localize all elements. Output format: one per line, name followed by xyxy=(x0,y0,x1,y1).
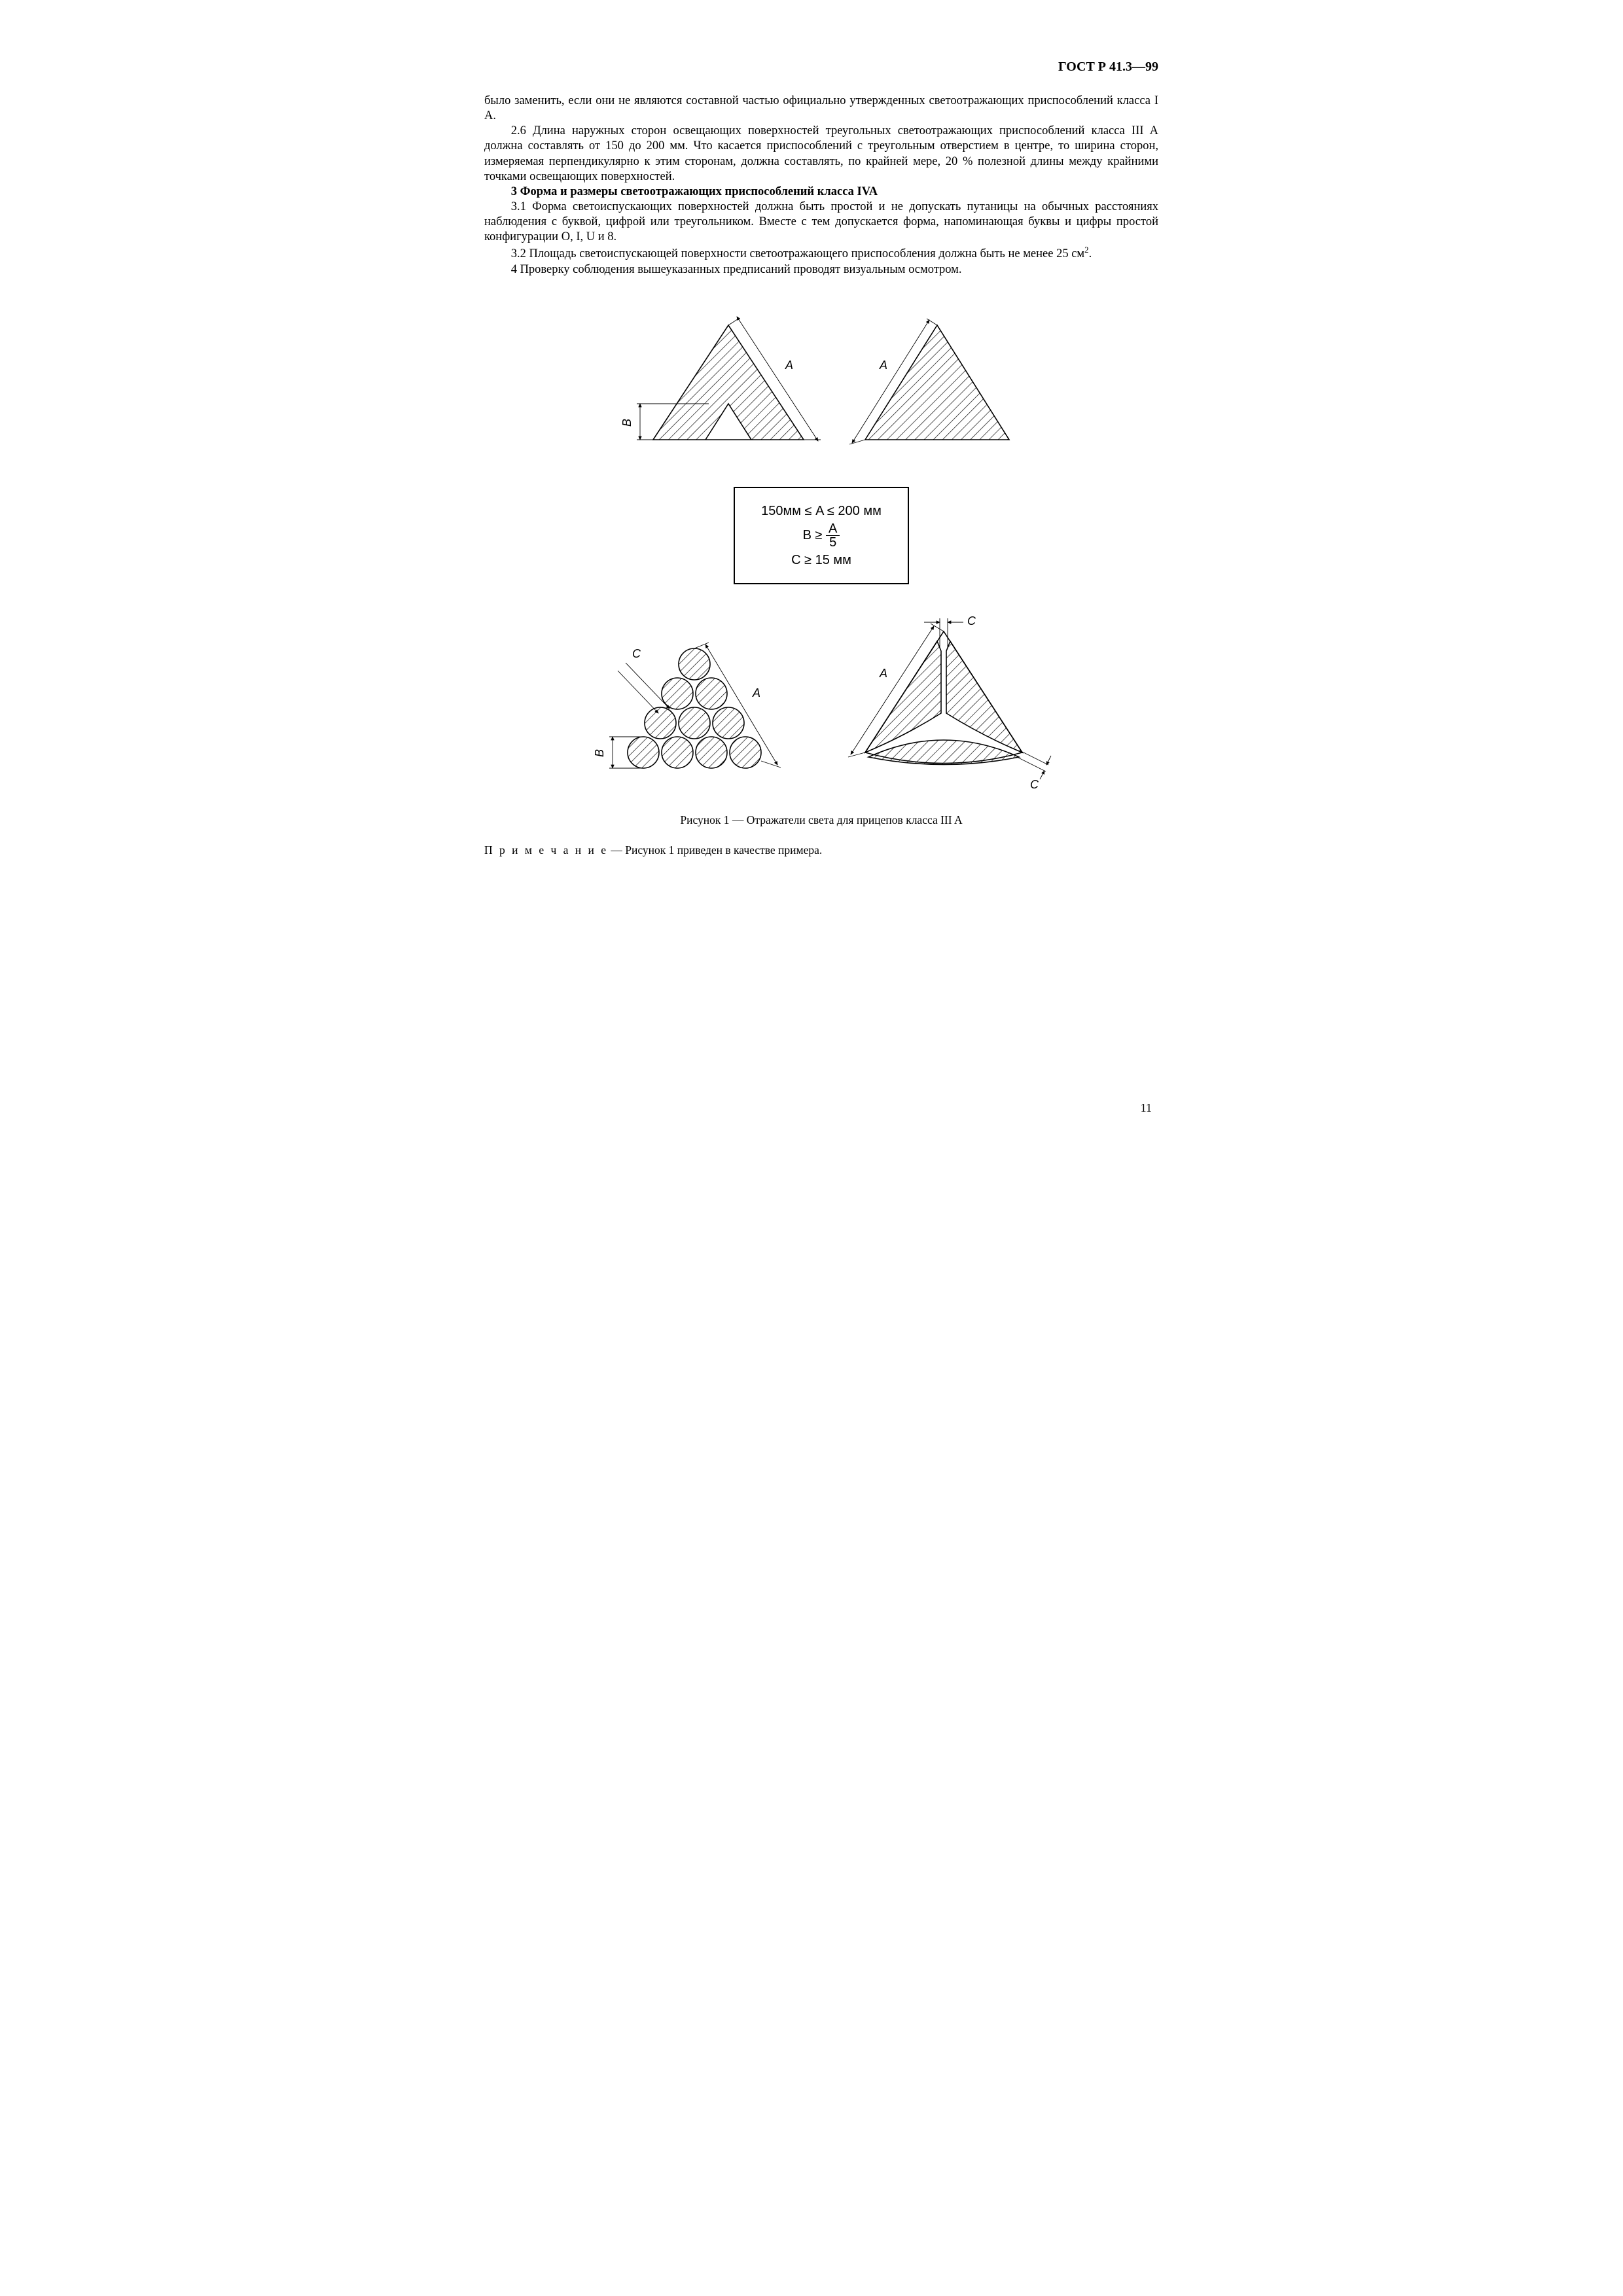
dim-label-C: C xyxy=(632,647,641,660)
formula-line-2: B ≥ A5 xyxy=(761,522,882,549)
paragraph-3-2: 3.2 Площадь светоиспускающей поверхности… xyxy=(484,245,1158,262)
note-text: — Рисунок 1 приведен в качестве примера. xyxy=(608,843,822,857)
figure-bottom-left-circles: A C B xyxy=(581,612,823,782)
dim-label-C-top: C xyxy=(967,614,976,627)
figure-top-right-triangle: A xyxy=(832,309,1029,459)
formula-line-1: 150мм ≤ A ≤ 200 мм xyxy=(761,500,882,522)
paragraph-4: 4 Проверку соблюдения вышеуказанных пред… xyxy=(484,262,1158,277)
dim-label-B: B xyxy=(620,419,633,427)
note-label: П р и м е ч а н и е xyxy=(484,843,608,857)
formula-line-3: C ≥ 15 мм xyxy=(761,549,882,571)
document-page: ГОСТ Р 41.3—99 было заменить, если они н… xyxy=(406,0,1217,1148)
page-number: 11 xyxy=(1141,1101,1152,1116)
figure-caption: Рисунок 1 — Отражатели света для прицепо… xyxy=(484,813,1158,828)
formula-box: 150мм ≤ A ≤ 200 мм B ≥ A5 C ≥ 15 мм xyxy=(734,487,909,584)
dim-label-B-2: B xyxy=(593,749,606,757)
figure-top-left-triangle: A B xyxy=(614,309,830,459)
figure-note: П р и м е ч а н и е — Рисунок 1 приведен… xyxy=(484,843,1158,858)
paragraph-continuation: было заменить, если они не являются сост… xyxy=(484,94,1158,124)
figure-1: A B xyxy=(484,309,1158,828)
figure-bottom-right-triangle: A C C xyxy=(826,612,1061,795)
paragraph-3-2-text: 3.2 Площадь светоиспускающей поверхности… xyxy=(511,247,1084,260)
dim-label-A-3: A xyxy=(752,686,760,699)
paragraph-3-2-end: . xyxy=(1089,247,1092,260)
dim-label-C-bottom: C xyxy=(1030,778,1039,791)
section-3-title: 3 Форма и размеры светоотражающих приспо… xyxy=(484,185,1158,200)
paragraph-3-1: 3.1 Форма светоиспускающих поверхностей … xyxy=(484,200,1158,245)
dim-label-A-2: A xyxy=(879,359,887,372)
paragraph-2-6: 2.6 Длина наружных сторон освещающих пов… xyxy=(484,124,1158,185)
document-header: ГОСТ Р 41.3—99 xyxy=(484,59,1158,75)
dim-label-A: A xyxy=(785,359,793,372)
dim-label-A-4: A xyxy=(879,667,887,680)
